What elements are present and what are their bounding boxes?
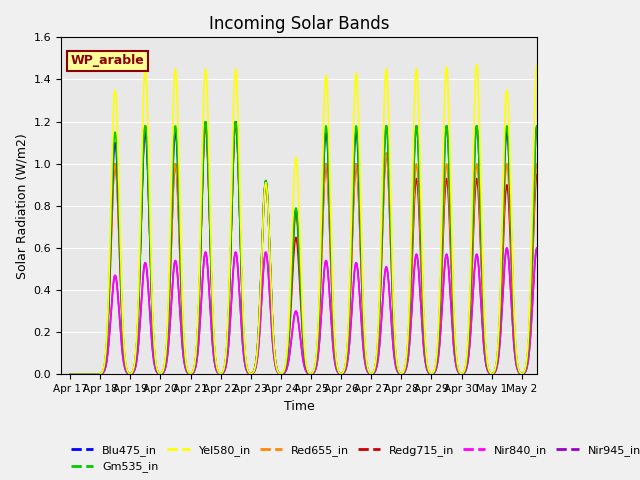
Legend: Blu475_in, Gm535_in, Yel580_in, Red655_in, Redg715_in, Nir840_in, Nir945_in: Blu475_in, Gm535_in, Yel580_in, Red655_i… — [67, 441, 640, 477]
X-axis label: Time: Time — [284, 400, 314, 413]
Title: Incoming Solar Bands: Incoming Solar Bands — [209, 15, 389, 33]
Y-axis label: Solar Radiation (W/m2): Solar Radiation (W/m2) — [15, 133, 28, 279]
Text: WP_arable: WP_arable — [70, 54, 144, 67]
